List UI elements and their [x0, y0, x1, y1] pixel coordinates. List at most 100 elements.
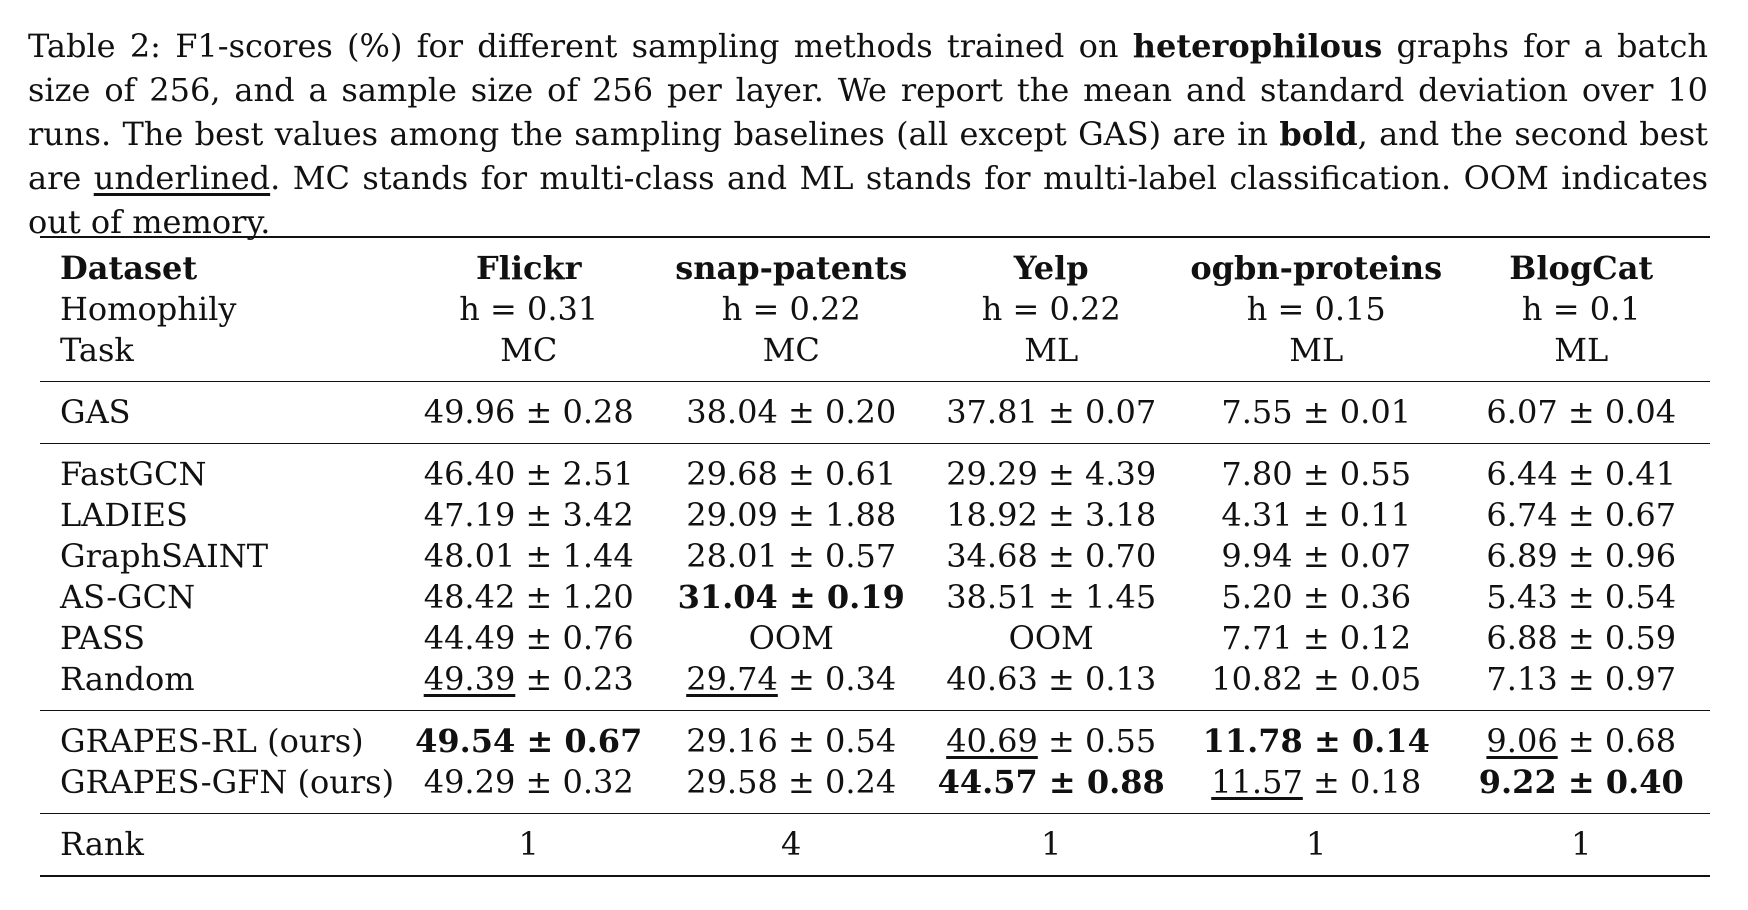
cell-std: 1.88 [824, 496, 897, 534]
cell-mean: 5.43 [1486, 578, 1558, 616]
cell-mean: 29.74 [686, 660, 778, 698]
cell-rank-blogcat: 1 [1571, 825, 1592, 863]
cell-rank-snap-patents: 4 [781, 825, 802, 863]
table-row-as-gcn: AS-GCN 48.42 ± 1.20 31.04 ± 0.19 38.51 ± 1.… [40, 577, 1710, 618]
cell-ladies-snap-patents: 29.09 ± 1.88 [660, 495, 923, 536]
cell-std: 0.36 [1339, 578, 1412, 616]
table-row-random: Random 49.39 ± 0.23 29.74 ± 0.34 40.63 ± 0.… [40, 659, 1710, 711]
cell-std: 0.34 [824, 660, 897, 698]
cell-std: 3.18 [1084, 496, 1157, 534]
header-homophily-blogcat: h = 0.1 [1521, 290, 1641, 328]
cell-plus-minus: ± [1037, 578, 1085, 616]
cell-plus-minus: ± [1292, 455, 1340, 493]
row-label-graphsaint: GraphSAINT [60, 537, 269, 575]
cell-mean: 29.58 [686, 763, 778, 801]
cell-fastgcn-snap-patents: 29.68 ± 0.61 [660, 444, 923, 496]
cell-std: 0.67 [1604, 496, 1677, 534]
cell-plus-minus: ± [515, 496, 563, 534]
cell-mean: 47.19 [423, 496, 516, 534]
cell-pass-yelp: OOM [922, 618, 1179, 659]
cell-random-blogcat: 7.13 ± 0.97 [1453, 659, 1710, 711]
table-row-gas: GAS 49.96 ± 0.28 38.04 ± 0.20 37.81 ± 0.… [40, 381, 1710, 444]
row-label-pass: PASS [60, 619, 145, 657]
cell-ladies-flickr: 47.19 ± 3.42 [397, 495, 660, 536]
cell-gas-flickr: 49.96 ± 0.28 [423, 393, 634, 431]
cell-mean: 48.01 [423, 537, 516, 575]
cell-plus-minus: ± [1037, 722, 1085, 760]
cell-plus-minus: ± [515, 455, 563, 493]
cell-plus-minus: ± [1557, 660, 1605, 698]
cell-mean: 10.82 [1211, 660, 1303, 698]
row-label-grapes-rl-ours: GRAPES-RL (ours) [60, 722, 364, 760]
cell-as-gcn-flickr: 48.42 ± 1.20 [397, 577, 660, 618]
cell-plus-minus: ± [515, 619, 563, 657]
cell-std: 0.12 [1339, 619, 1412, 657]
header-dataset-yelp: Yelp [1013, 249, 1089, 287]
cell-std: 0.61 [824, 455, 897, 493]
cell-mean: 44.57 [937, 763, 1038, 801]
table-row-grapes-rl-ours: GRAPES-RL (ours) 49.54 ± 0.67 29.16 ± 0.54… [40, 710, 1710, 763]
cell-plus-minus: ± [515, 537, 563, 575]
caption-text-1: Table 2: F1-scores (%) for different sam… [28, 27, 1133, 65]
cell-gas-snap-patents: 38.04 ± 0.20 [686, 393, 897, 431]
cell-plus-minus: ± [777, 660, 825, 698]
header-dataset-ogbn-proteins: ogbn-proteins [1190, 249, 1443, 287]
cell-mean: 34.68 [946, 537, 1038, 575]
cell-ladies-ogbn-proteins: 4.31 ± 0.11 [1180, 495, 1453, 536]
cell-plus-minus: ± [1292, 619, 1340, 657]
cell-plus-minus: ± [1302, 722, 1352, 760]
cell-plus-minus: ± [1557, 578, 1605, 616]
cell-mean: 6.44 [1486, 455, 1558, 493]
cell-plus-minus: ± [777, 537, 825, 575]
cell-plus-minus: ± [777, 455, 825, 493]
cell-plus-minus: ± [1557, 537, 1605, 575]
cell-ladies-yelp: 18.92 ± 3.18 [922, 495, 1179, 536]
cell-mean: 40.69 [946, 722, 1038, 760]
cell-random-flickr: 49.39 ± 0.23 [397, 659, 660, 711]
cell-graphsaint-ogbn-proteins: 9.94 ± 0.07 [1180, 536, 1453, 577]
cell-std: 0.11 [1339, 496, 1412, 534]
cell-plus-minus: ± [1302, 660, 1350, 698]
row-label-random: Random [60, 660, 195, 698]
cell-plus-minus: ± [1037, 496, 1085, 534]
cell-mean: 4.31 [1221, 496, 1293, 534]
cell-std: 0.97 [1604, 660, 1677, 698]
cell-random-snap-patents: 29.74 ± 0.34 [660, 659, 923, 711]
cell-std: 0.40 [1605, 763, 1684, 801]
cell-grapes-rl-ours-yelp: 40.69 ± 0.55 [922, 711, 1179, 763]
cell-pass-blogcat: 6.88 ± 0.59 [1453, 618, 1710, 659]
cell-mean: 6.89 [1486, 537, 1558, 575]
cell-plus-minus: ± [1037, 537, 1085, 575]
cell-graphsaint-flickr: 48.01 ± 1.44 [397, 536, 660, 577]
cell-plus-minus: ± [1292, 496, 1340, 534]
cell-std: 0.24 [824, 763, 897, 801]
cell-plus-minus: ± [1557, 619, 1605, 657]
header-dataset-snap-patents: snap-patents [675, 249, 908, 287]
header-task-yelp: ML [1024, 331, 1079, 369]
cell-plus-minus: ± [1292, 578, 1340, 616]
row-label-grapes-gfn-ours: GRAPES-GFN (ours) [60, 763, 395, 801]
cell-pass-flickr: 44.49 ± 0.76 [397, 618, 660, 659]
results-table: Dataset Flickr snap-patents Yelp ogbn-pr… [40, 236, 1710, 877]
cell-mean: 18.92 [946, 496, 1038, 534]
cell-std: 0.55 [1339, 455, 1412, 493]
row-label-as-gcn: AS-GCN [60, 578, 196, 616]
cell-std: 0.59 [1604, 619, 1677, 657]
cell-std: 0.57 [824, 537, 897, 575]
cell-mean: 46.40 [423, 455, 516, 493]
cell-std: 0.88 [1086, 763, 1165, 801]
cell-std: 0.67 [564, 722, 643, 760]
cell-std: 0.32 [562, 763, 634, 801]
row-label-rank: Rank [60, 825, 144, 863]
cell-as-gcn-blogcat: 5.43 ± 0.54 [1453, 577, 1710, 618]
cell-gas-blogcat: 6.07 ± 0.04 [1486, 393, 1677, 431]
cell-std: 3.42 [562, 496, 634, 534]
header-row-task: Task MC MC ML ML ML [40, 330, 1710, 382]
cell-std: 0.96 [1604, 537, 1677, 575]
header-homophily-yelp: h = 0.22 [981, 290, 1121, 328]
cell-std: 1.20 [562, 578, 634, 616]
cell-plus-minus: ± [1302, 763, 1350, 801]
header-task-ogbn-proteins: ML [1289, 331, 1344, 369]
cell-plus-minus: ± [1556, 763, 1606, 801]
cell-gas-yelp: 37.81 ± 0.07 [946, 393, 1157, 431]
